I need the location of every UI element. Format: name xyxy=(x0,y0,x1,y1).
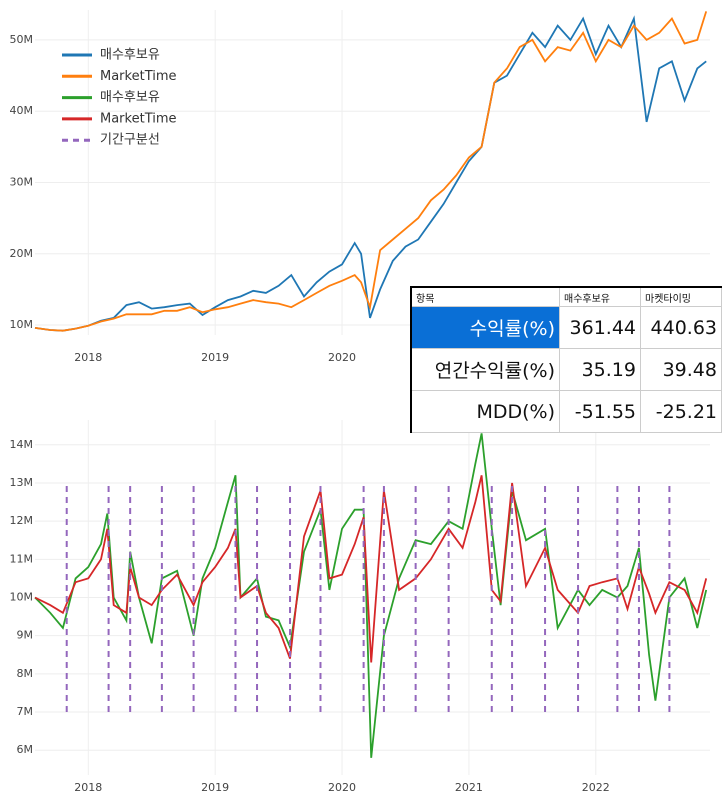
y-tick-label: 13M xyxy=(10,476,34,489)
table-cell: -51.55 xyxy=(559,390,641,433)
table-row: MDD(%) -51.55 -25.21 xyxy=(410,390,722,433)
table-row: 연간수익률(%) 35.19 39.48 xyxy=(410,348,722,391)
y-tick-label: 50M xyxy=(10,33,34,46)
legend-label: 매수후보유 xyxy=(100,48,160,63)
y-tick-label: 14M xyxy=(10,438,34,451)
legend: 매수후보유 MarketTime 매수후보유 MarketTime 기간구분선 xyxy=(62,48,177,148)
table-cell: 매수후보유 xyxy=(559,286,641,307)
summary-table: 항목 매수후보유 마켓타이밍 수익률(%) 361.44 440.63 연간수익률(%) 35… xyxy=(410,286,722,433)
table-cell: 35.19 xyxy=(559,348,641,391)
table-cell: 항목 xyxy=(410,286,560,307)
y-tick-label: 9M xyxy=(17,629,34,642)
y-tick-label: 10M xyxy=(10,591,34,604)
table-cell: MDD(%) xyxy=(410,390,560,433)
x-tick-label: 2020 xyxy=(328,351,356,364)
series-line xyxy=(34,15,707,332)
series-line xyxy=(34,433,708,758)
y-tick-label: 11M xyxy=(10,552,34,565)
table-cell: 연간수익률(%) xyxy=(410,348,560,391)
series-line xyxy=(34,475,708,663)
legend-label: MarketTime xyxy=(100,111,177,126)
x-tick-label: 2018 xyxy=(74,781,102,794)
y-tick-label: 6M xyxy=(17,743,34,756)
table-row: 수익률(%) 361.44 440.63 xyxy=(410,306,722,349)
legend-label: MarketTime xyxy=(100,69,177,84)
table-cell: 361.44 xyxy=(559,306,641,349)
series-line xyxy=(34,11,708,332)
plot: 10M 20M 30M 40M 50M 2018 2019 2020 xyxy=(10,10,710,364)
x-tick-label: 2019 xyxy=(201,351,229,364)
table-cell: 440.63 xyxy=(640,306,722,349)
x-tick-label: 2018 xyxy=(74,351,102,364)
x-tick-label: 2020 xyxy=(328,781,356,794)
table-cell: 마켓타이밍 xyxy=(640,286,722,307)
table-row: 항목 매수후보유 마켓타이밍 xyxy=(410,286,722,307)
x-tick-label: 2021 xyxy=(455,781,483,794)
table-cell: 39.48 xyxy=(640,348,722,391)
legend-label: 기간구분선 xyxy=(100,133,160,148)
legend-label: 매수후보유 xyxy=(100,90,160,105)
y-tick-label: 12M xyxy=(10,514,34,527)
table-cell: -25.21 xyxy=(640,390,722,433)
x-tick-label: 2022 xyxy=(582,781,610,794)
y-tick-label: 20M xyxy=(10,247,34,260)
y-tick-label: 7M xyxy=(17,705,34,718)
y-tick-label: 40M xyxy=(10,104,34,117)
x-tick-label: 2019 xyxy=(201,781,229,794)
table-cell: 수익률(%) xyxy=(410,306,560,349)
plot: 6M 7M 8M 9M 10M 11M 12M 13M 14M 2018 2019 2020 2021 2… xyxy=(10,420,710,794)
y-tick-label: 10M xyxy=(10,318,34,331)
y-tick-label: 8M xyxy=(17,667,34,680)
y-tick-label: 30M xyxy=(10,175,34,188)
